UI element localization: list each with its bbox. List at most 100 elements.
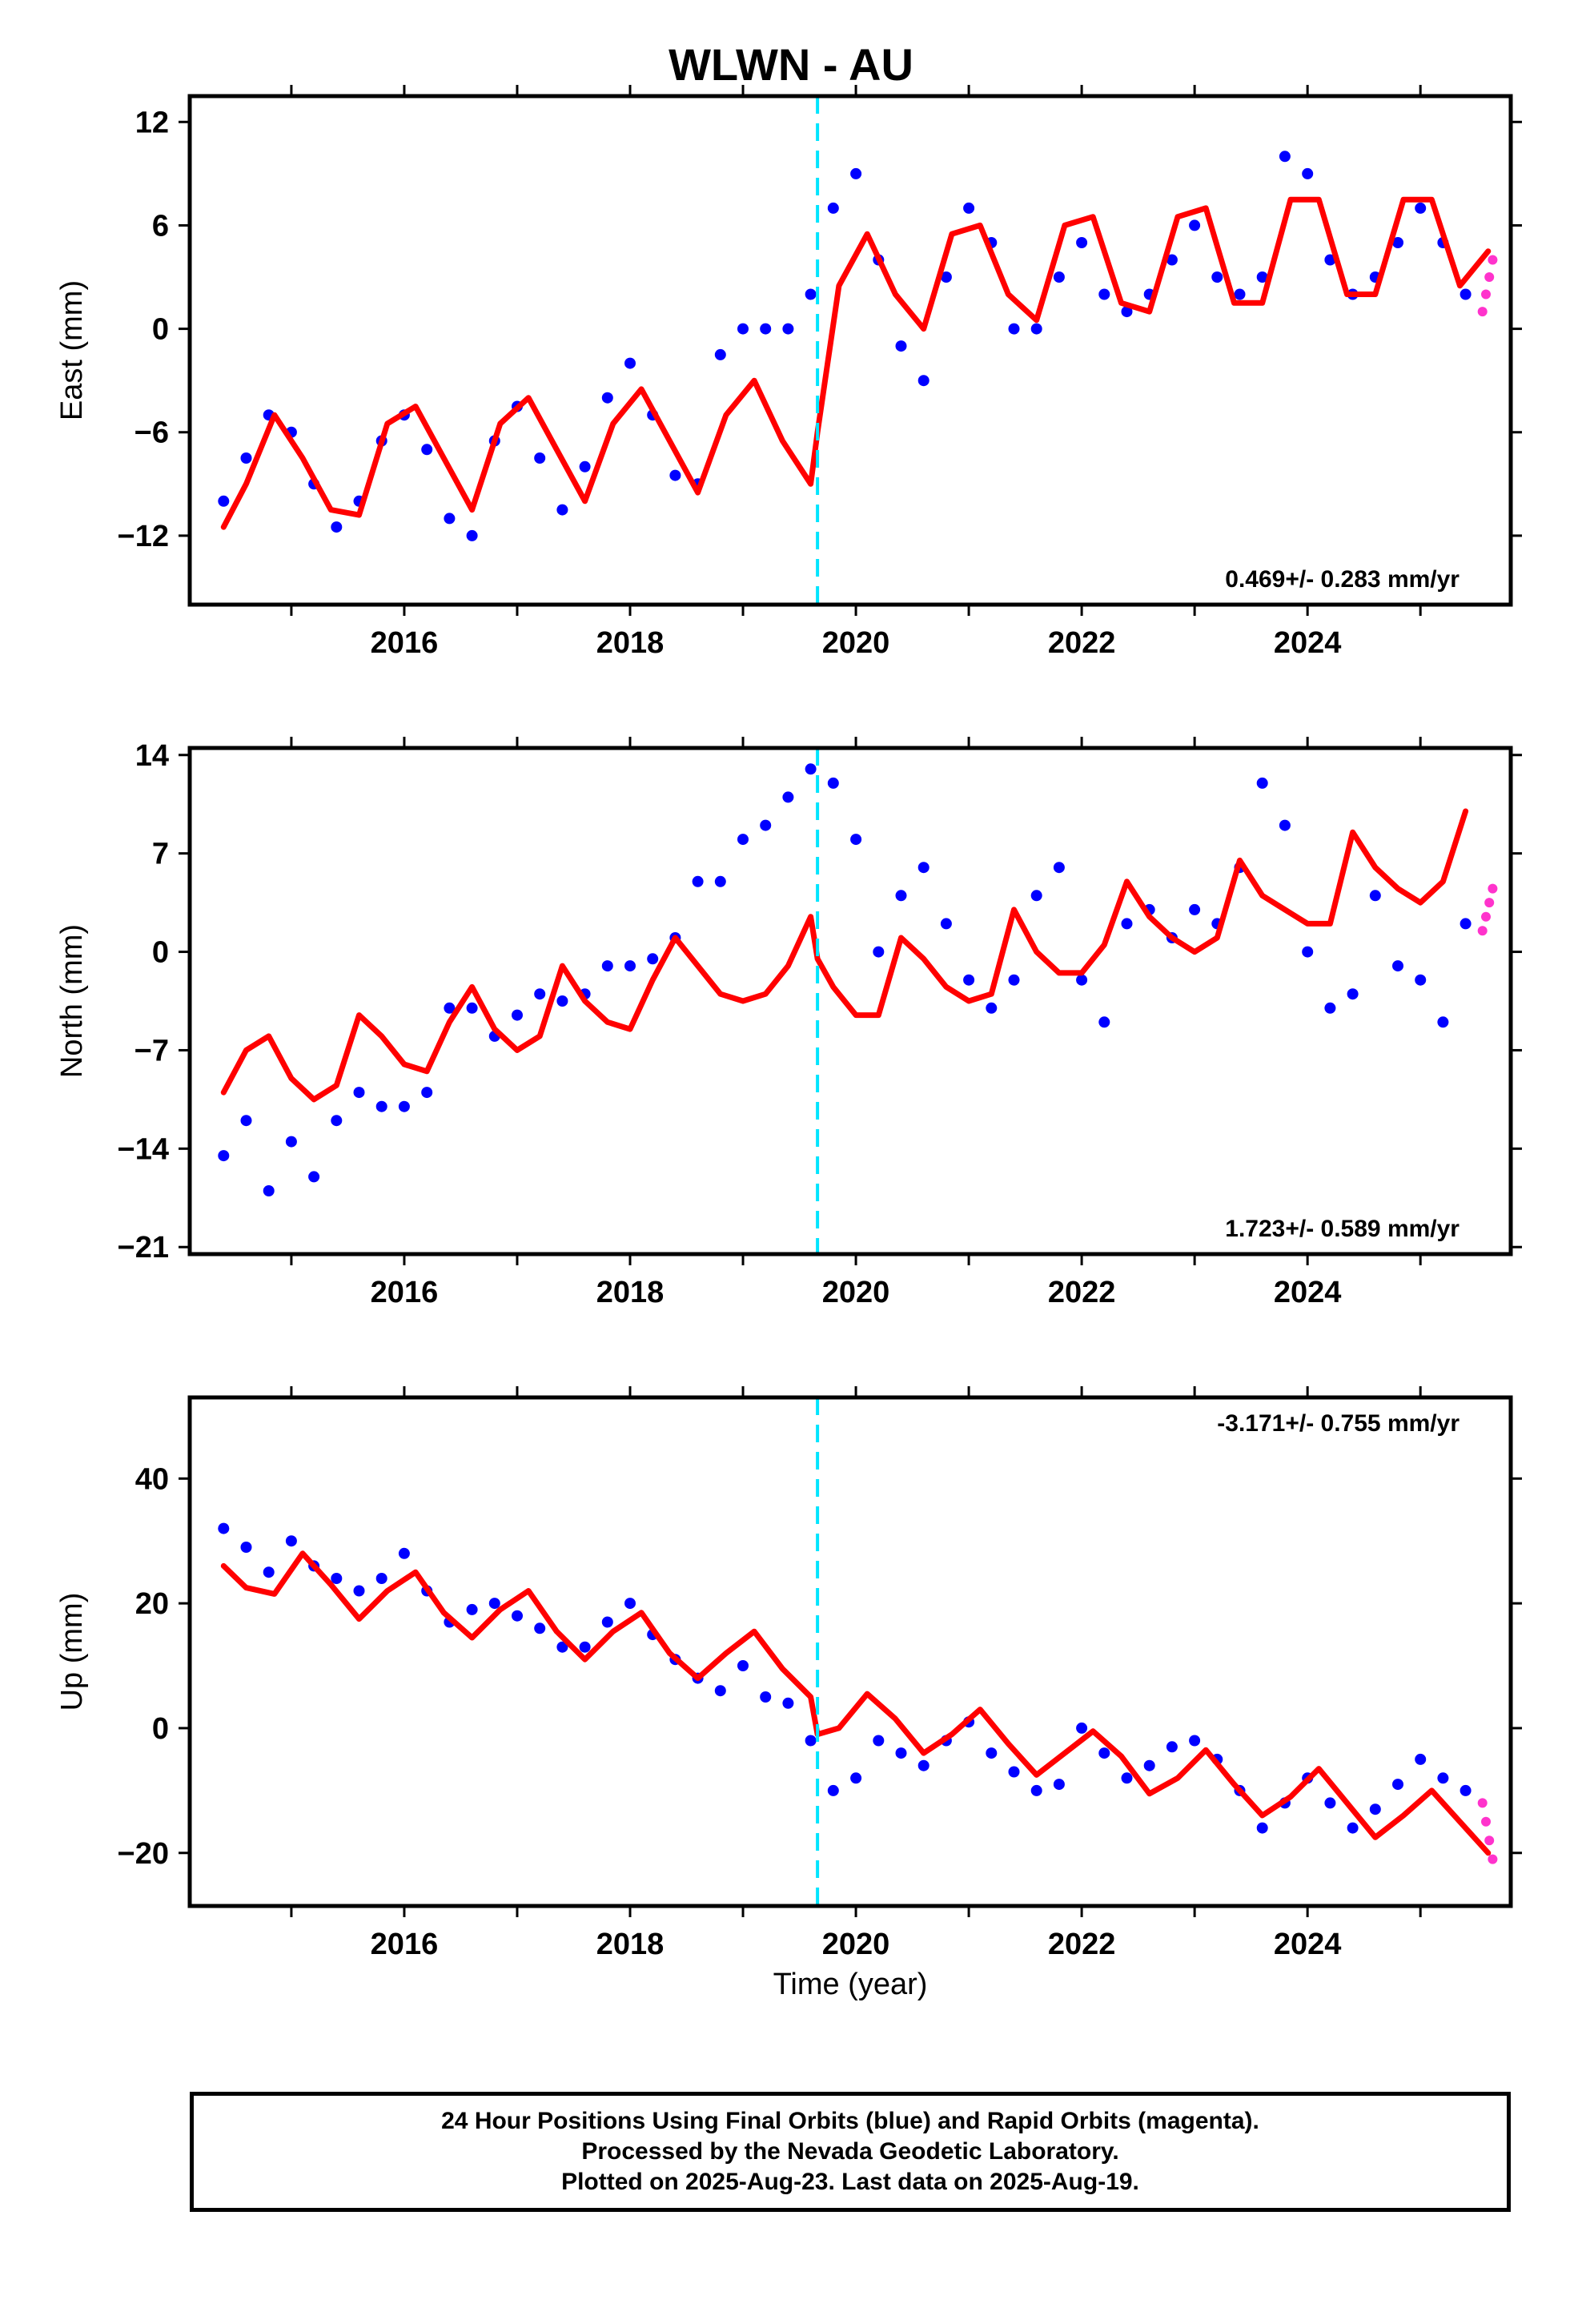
final-orbit-point [1076, 237, 1088, 248]
final-orbit-point [488, 1598, 500, 1610]
final-orbit-point [986, 1747, 998, 1759]
final-orbit-point [714, 348, 726, 360]
velocity-rate-label: -3.171+/- 0.755 mm/yr [1217, 1410, 1460, 1437]
velocity-rate-label: 1.723+/- 0.589 mm/yr [1225, 1216, 1460, 1242]
final-orbit-point [1098, 288, 1110, 300]
final-orbit-point [240, 1542, 252, 1553]
rapid-orbit-point [1484, 272, 1495, 282]
y-tick-label: 12 [135, 106, 169, 139]
final-orbit-point [1008, 974, 1020, 986]
rapid-orbit-point [1477, 926, 1488, 936]
final-orbit-point [1279, 151, 1291, 163]
plot-area [218, 748, 1498, 1254]
plot-area [218, 1397, 1498, 1906]
chart-title: WLWN - AU [669, 39, 913, 90]
final-orbit-point [375, 1573, 387, 1584]
final-orbit-point [917, 1759, 930, 1771]
rapid-orbit-point [1481, 289, 1491, 300]
x-tick-label: 2020 [822, 626, 890, 660]
final-orbit-point [353, 1585, 365, 1597]
east-axis-label: East (mm) [55, 280, 89, 420]
final-orbit-point [760, 1691, 772, 1703]
final-orbit-point [421, 444, 433, 456]
final-orbit-point [1098, 1016, 1110, 1028]
final-orbit-point [556, 504, 568, 516]
final-orbit-point [940, 271, 952, 283]
final-orbit-point [1324, 1002, 1336, 1014]
final-orbit-point [1211, 271, 1223, 283]
up-axis-label: Up (mm) [55, 1593, 89, 1711]
y-tick-label: 6 [152, 209, 169, 243]
north-axis-label: North (mm) [55, 924, 89, 1078]
final-orbit-point [1415, 1753, 1427, 1765]
final-orbit-point [601, 392, 613, 404]
final-orbit-point [444, 513, 456, 525]
final-orbit-point [466, 529, 478, 541]
final-orbit-point [263, 1185, 275, 1196]
x-tick-label: 2016 [371, 1276, 439, 1309]
final-orbit-point [782, 1697, 794, 1709]
y-tick-label: −14 [118, 1132, 169, 1166]
final-orbit-point [534, 988, 546, 1000]
final-orbit-point [1008, 323, 1020, 335]
panel-frame [187, 746, 1513, 1256]
final-orbit-point [1121, 306, 1133, 318]
final-orbit-point [466, 1603, 478, 1615]
final-orbit-point [624, 1598, 636, 1610]
final-orbit-point [1392, 960, 1403, 972]
final-orbit-point [1347, 988, 1359, 1000]
y-tick-label: 0 [152, 936, 169, 970]
y-tick-label: 0 [152, 313, 169, 347]
final-orbit-point [986, 1002, 998, 1014]
panel-frame [187, 94, 1513, 607]
x-tick-label: 2018 [596, 626, 665, 660]
final-orbit-point [1302, 946, 1314, 958]
final-orbit-point [873, 946, 885, 958]
final-orbit-point [760, 819, 772, 831]
final-orbit-point [1053, 1779, 1065, 1791]
final-orbit-point [375, 1100, 387, 1112]
final-orbit-point [512, 1009, 523, 1021]
final-orbit-point [263, 1566, 275, 1578]
x-tick-label: 2024 [1274, 626, 1342, 660]
final-orbit-point [398, 1547, 410, 1559]
final-orbit-point [692, 875, 704, 887]
final-orbit-point [1302, 167, 1314, 179]
rapid-orbit-point [1488, 255, 1498, 265]
final-orbit-point [963, 974, 975, 986]
x-tick-label: 2018 [596, 1276, 665, 1309]
final-orbit-point [1234, 288, 1246, 300]
x-tick-label: 2022 [1048, 1276, 1116, 1309]
final-orbit-point [782, 791, 794, 803]
final-orbit-point [1053, 862, 1065, 874]
final-orbit-point [444, 1002, 456, 1014]
x-axis-label: Time (year) [773, 1968, 928, 2001]
final-orbit-point [534, 452, 546, 464]
caption-box: 24 Hour Positions Using Final Orbits (bl… [190, 2092, 1511, 2212]
final-orbit-point [1076, 974, 1088, 986]
rapid-orbit-point [1488, 1854, 1498, 1864]
final-orbit-point [218, 495, 230, 507]
y-tick-label: 7 [152, 838, 169, 871]
final-orbit-point [1053, 271, 1065, 283]
east-panel: 12 6 0 −6 −12 2016 2018 2020 2022 2024 East (mm) 0.… [55, 85, 1522, 660]
final-orbit-point [1347, 1822, 1359, 1834]
final-orbit-point [1256, 271, 1268, 283]
y-tick-label: −12 [118, 520, 169, 553]
final-orbit-point [331, 1115, 343, 1127]
final-orbit-point [1460, 1784, 1472, 1796]
final-orbit-point [1369, 1803, 1381, 1815]
rapid-orbit-point [1481, 911, 1491, 922]
final-orbit-point [805, 1735, 817, 1747]
caption-line-dates: Plotted on 2025-Aug-23. Last data on 202… [561, 2169, 1139, 2195]
final-orbit-point [1279, 819, 1291, 831]
final-orbit-point [1415, 974, 1427, 986]
final-orbit-point [895, 340, 907, 352]
final-orbit-point [1189, 219, 1201, 231]
plot-area [218, 96, 1498, 605]
final-orbit-point [624, 960, 636, 972]
final-orbit-point [850, 1772, 862, 1784]
final-orbit-point [308, 1171, 320, 1183]
final-orbit-point [782, 323, 794, 335]
